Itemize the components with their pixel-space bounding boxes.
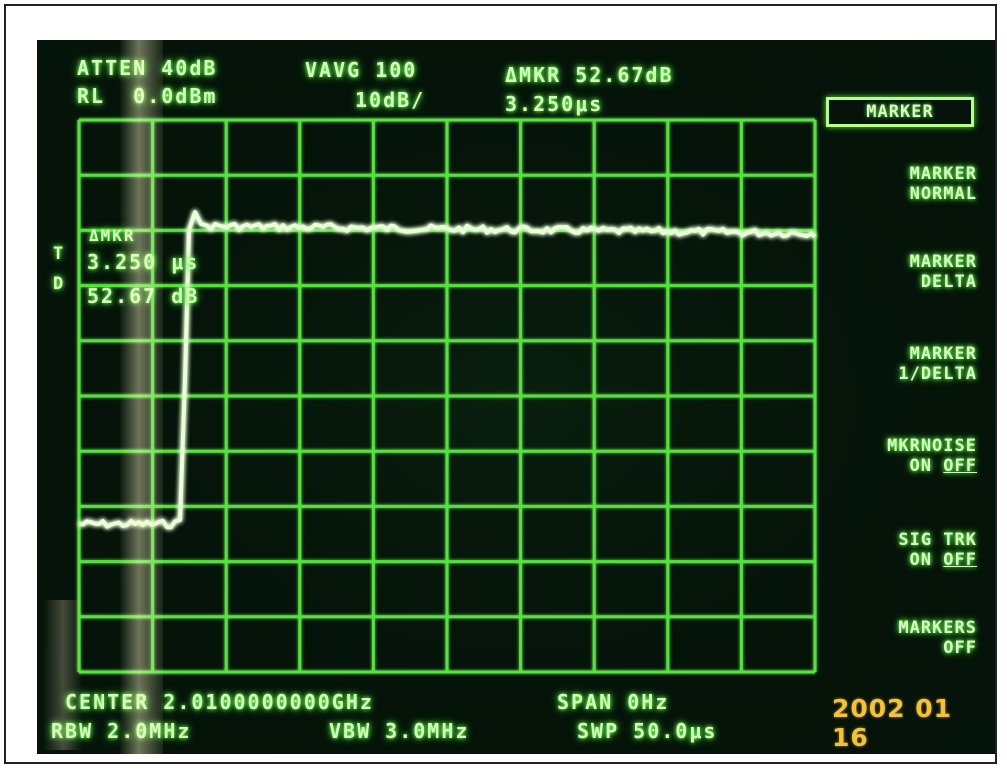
- grid-lines: [77, 118, 817, 674]
- softkey-label: SIG TRK: [898, 530, 977, 550]
- ref-level-readout: RL 0.0dBm: [77, 84, 218, 108]
- softkey-option-off: OFF: [943, 456, 977, 476]
- softkey-mkrnoise[interactable]: MKRNOISE ON OFF: [827, 436, 977, 476]
- softkey-marker-normal[interactable]: MARKER NORMAL: [827, 164, 977, 204]
- vbw-readout: VBW 3.0MHz: [329, 719, 470, 743]
- graticule: [37, 40, 995, 754]
- softkey-marker-menu[interactable]: MARKER: [826, 97, 974, 127]
- marker-readout-time: 3.250 μs: [87, 250, 200, 274]
- marker-side-d: D: [53, 274, 66, 294]
- softkey-markers-off[interactable]: MARKERS OFF: [827, 618, 977, 658]
- photo-frame: ATTEN 40dB RL 0.0dBm VAVG 100 10dB/ ΔMKR…: [4, 4, 997, 764]
- softkey-label: DELTA: [920, 272, 977, 292]
- marker-side-t: T: [53, 244, 66, 264]
- sweep-trace: [78, 210, 817, 530]
- marker-readout-level: 52.67 dB: [87, 284, 200, 308]
- atten-readout: ATTEN 40dB: [77, 56, 218, 80]
- softkey-label: OFF: [943, 638, 977, 658]
- vavg-readout: VAVG 100: [305, 58, 418, 82]
- center-frequency-readout: CENTER 2.0100000000GHz: [65, 690, 374, 714]
- softkey-option-on: ON: [909, 456, 933, 476]
- softkey-label: MARKERS: [898, 618, 977, 638]
- softkey-label: MARKER: [909, 344, 977, 364]
- softkey-label: MARKER: [909, 164, 977, 184]
- span-readout: SPAN 0Hz: [557, 690, 670, 714]
- scale-readout: 10dB/: [355, 88, 426, 112]
- sweep-time-readout: SWP 50.0μs: [577, 719, 718, 743]
- softkey-label: MKRNOISE: [887, 436, 977, 456]
- softkey-label: MARKER: [909, 252, 977, 272]
- softkey-marker-inv-delta[interactable]: MARKER 1/DELTA: [827, 344, 977, 384]
- analyzer-screen: ATTEN 40dB RL 0.0dBm VAVG 100 10dB/ ΔMKR…: [37, 40, 995, 754]
- delta-marker-readout: ΔMKR 52.67dB: [505, 63, 674, 87]
- softkey-label: NORMAL: [909, 184, 977, 204]
- softkey-label: 1/DELTA: [898, 364, 977, 384]
- softkey-option-off: OFF: [943, 550, 977, 570]
- softkey-marker-delta[interactable]: MARKER DELTA: [827, 252, 977, 292]
- softkey-option-on: ON: [909, 550, 933, 570]
- delta-time-readout: 3.250μs: [505, 92, 604, 116]
- camera-date-stamp: 2002 01 16: [832, 694, 953, 752]
- softkey-sig-trk[interactable]: SIG TRK ON OFF: [827, 530, 977, 570]
- marker-readout-title: ΔMKR: [89, 226, 136, 245]
- rbw-readout: RBW 2.0MHz: [51, 719, 192, 743]
